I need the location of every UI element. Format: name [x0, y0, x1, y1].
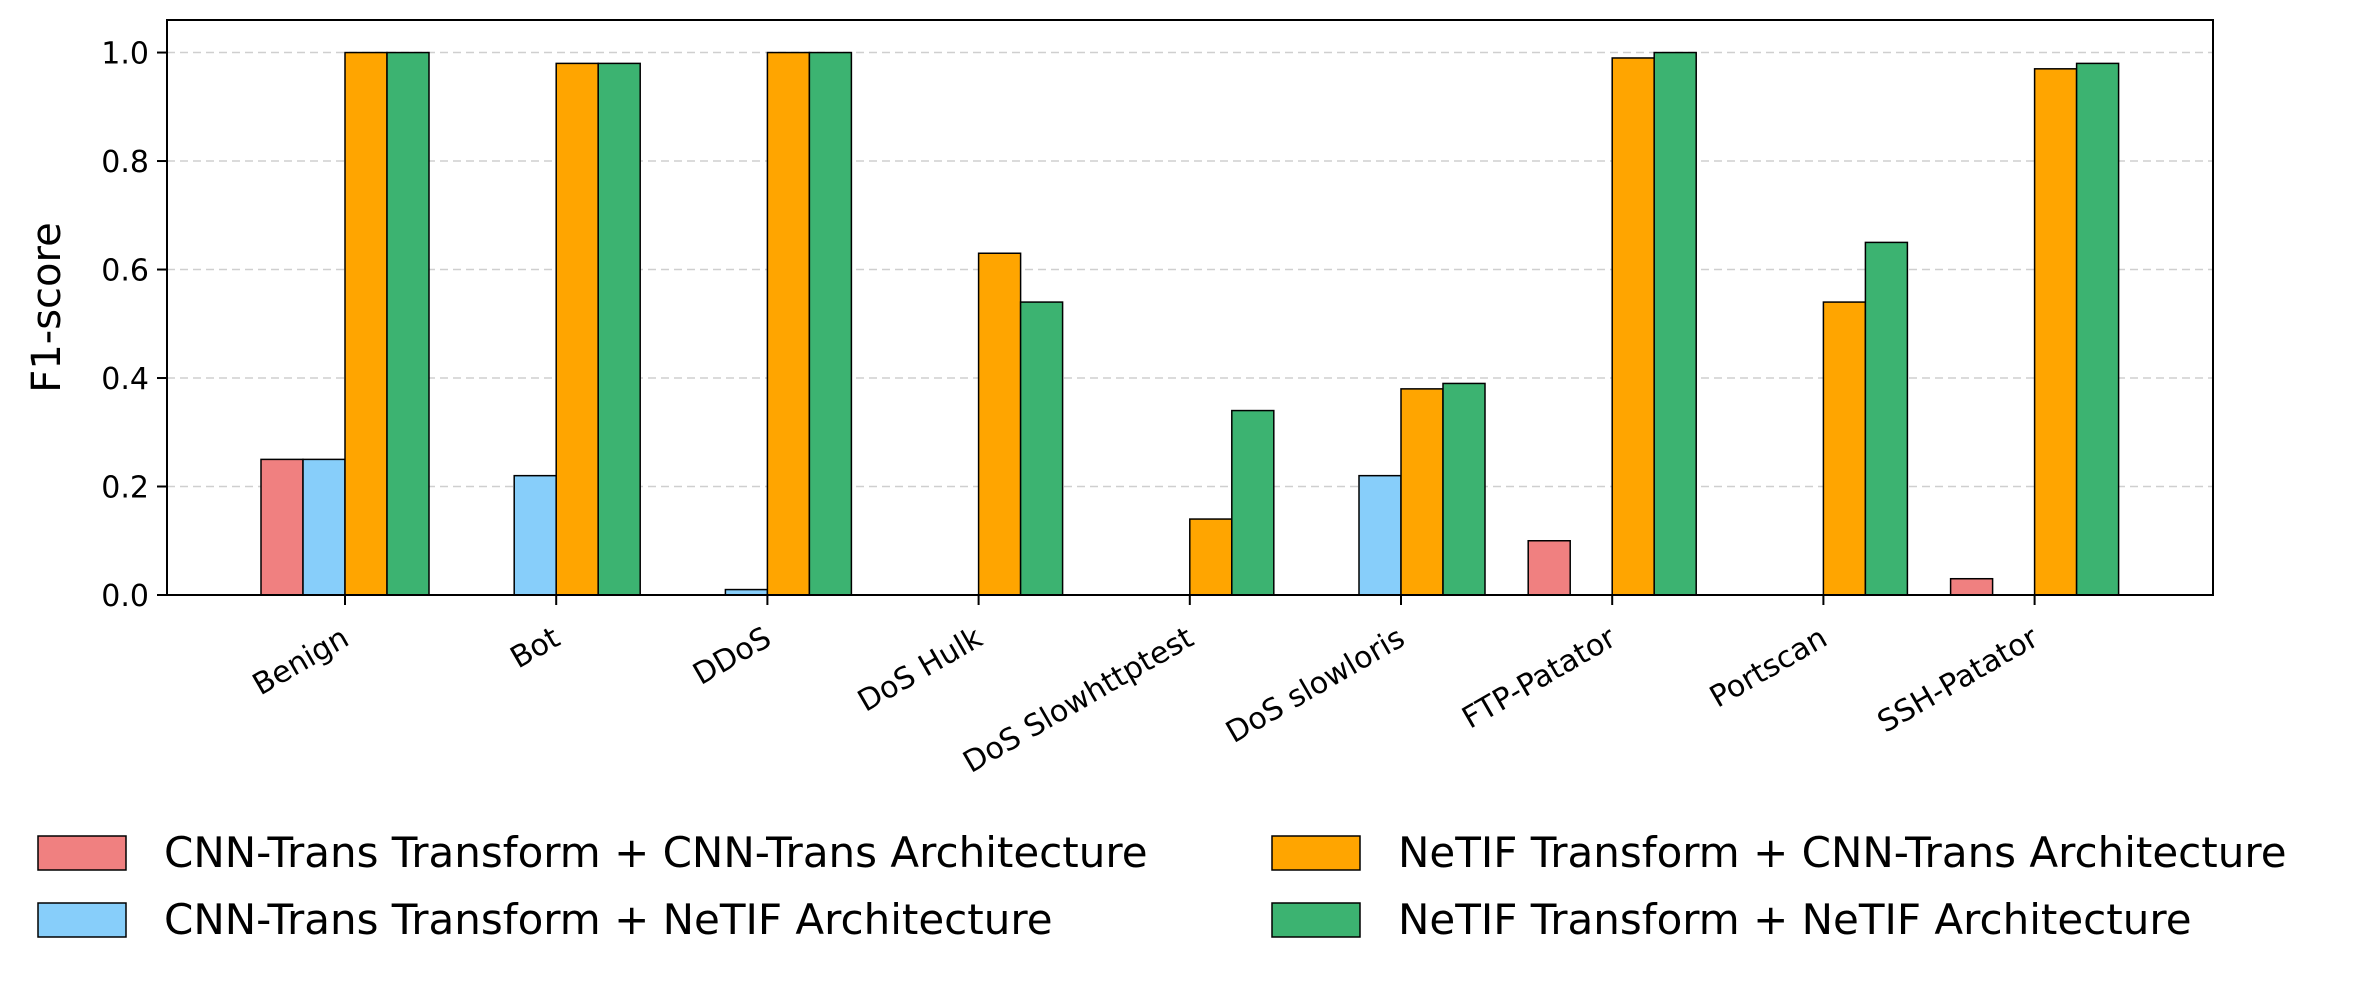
bar — [1653, 51, 1697, 596]
bar — [344, 51, 388, 596]
bar — [260, 458, 304, 596]
bar — [977, 252, 1022, 596]
bar — [1442, 382, 1486, 596]
bar — [1864, 241, 1909, 596]
bar — [1019, 301, 1064, 596]
y-tick-label: 0.6 — [101, 254, 149, 289]
legend-label: CNN-Trans Transform + CNN-Trans Architec… — [164, 828, 1148, 877]
legend-item: NeTIF Transform + NeTIF Architecture — [1271, 895, 2192, 944]
bar — [1822, 301, 1867, 596]
x-tick-label: FTP-Patator — [1456, 620, 1622, 736]
y-axis-ticks: 0.0 0.2 0.4 0.6 0.8 1.0 — [101, 37, 167, 614]
y-tick-label: 1.0 — [101, 37, 149, 72]
x-tick-label: Portscan — [1704, 620, 1833, 715]
legend-item: NeTIF Transform + CNN-Trans Architecture — [1271, 828, 2287, 877]
legend-swatch — [37, 902, 127, 938]
bar — [808, 51, 853, 596]
bar — [1611, 57, 1655, 596]
bar — [1400, 388, 1444, 596]
bar — [766, 51, 811, 596]
legend-item: CNN-Trans Transform + NeTIF Architecture — [37, 895, 1053, 944]
bar — [1189, 518, 1233, 596]
bar — [386, 51, 430, 596]
bar — [1231, 409, 1275, 596]
x-tick-label: DoS Slowhttptest — [957, 620, 1199, 780]
y-tick-label: 0.8 — [101, 145, 149, 180]
x-tick-label: Bot — [505, 620, 567, 676]
legend-swatch — [37, 835, 127, 871]
bar — [1949, 577, 1994, 596]
legend-item: CNN-Trans Transform + CNN-Trans Architec… — [37, 828, 1148, 877]
legend-label: NeTIF Transform + NeTIF Architecture — [1398, 895, 2192, 944]
bar — [1527, 540, 1571, 596]
legend-swatch — [1271, 835, 1361, 871]
bar — [513, 474, 557, 596]
x-tick-label: Benign — [247, 620, 355, 703]
bar — [1358, 474, 1402, 596]
y-axis-label: F1-score — [24, 222, 70, 392]
legend-label: CNN-Trans Transform + NeTIF Architecture — [164, 895, 1053, 944]
bars — [260, 51, 2120, 596]
x-tick-label: SSH-Patator — [1872, 620, 2045, 740]
x-tick-label: DoS Hulk — [852, 620, 989, 719]
bar — [2075, 62, 2120, 596]
x-tick-label: DDoS — [687, 620, 777, 692]
x-tick-label: DoS slowloris — [1220, 620, 1411, 750]
bar — [2033, 68, 2078, 596]
legend: CNN-Trans Transform + CNN-Trans Architec… — [37, 828, 2287, 944]
y-tick-label: 0.2 — [101, 471, 149, 506]
bar — [302, 458, 346, 596]
legend-label: NeTIF Transform + CNN-Trans Architecture — [1398, 828, 2287, 877]
y-tick-label: 0.4 — [101, 362, 149, 397]
bar — [555, 62, 599, 596]
legend-swatch — [1271, 902, 1361, 938]
bar — [597, 62, 641, 596]
y-tick-label: 0.0 — [101, 579, 149, 614]
